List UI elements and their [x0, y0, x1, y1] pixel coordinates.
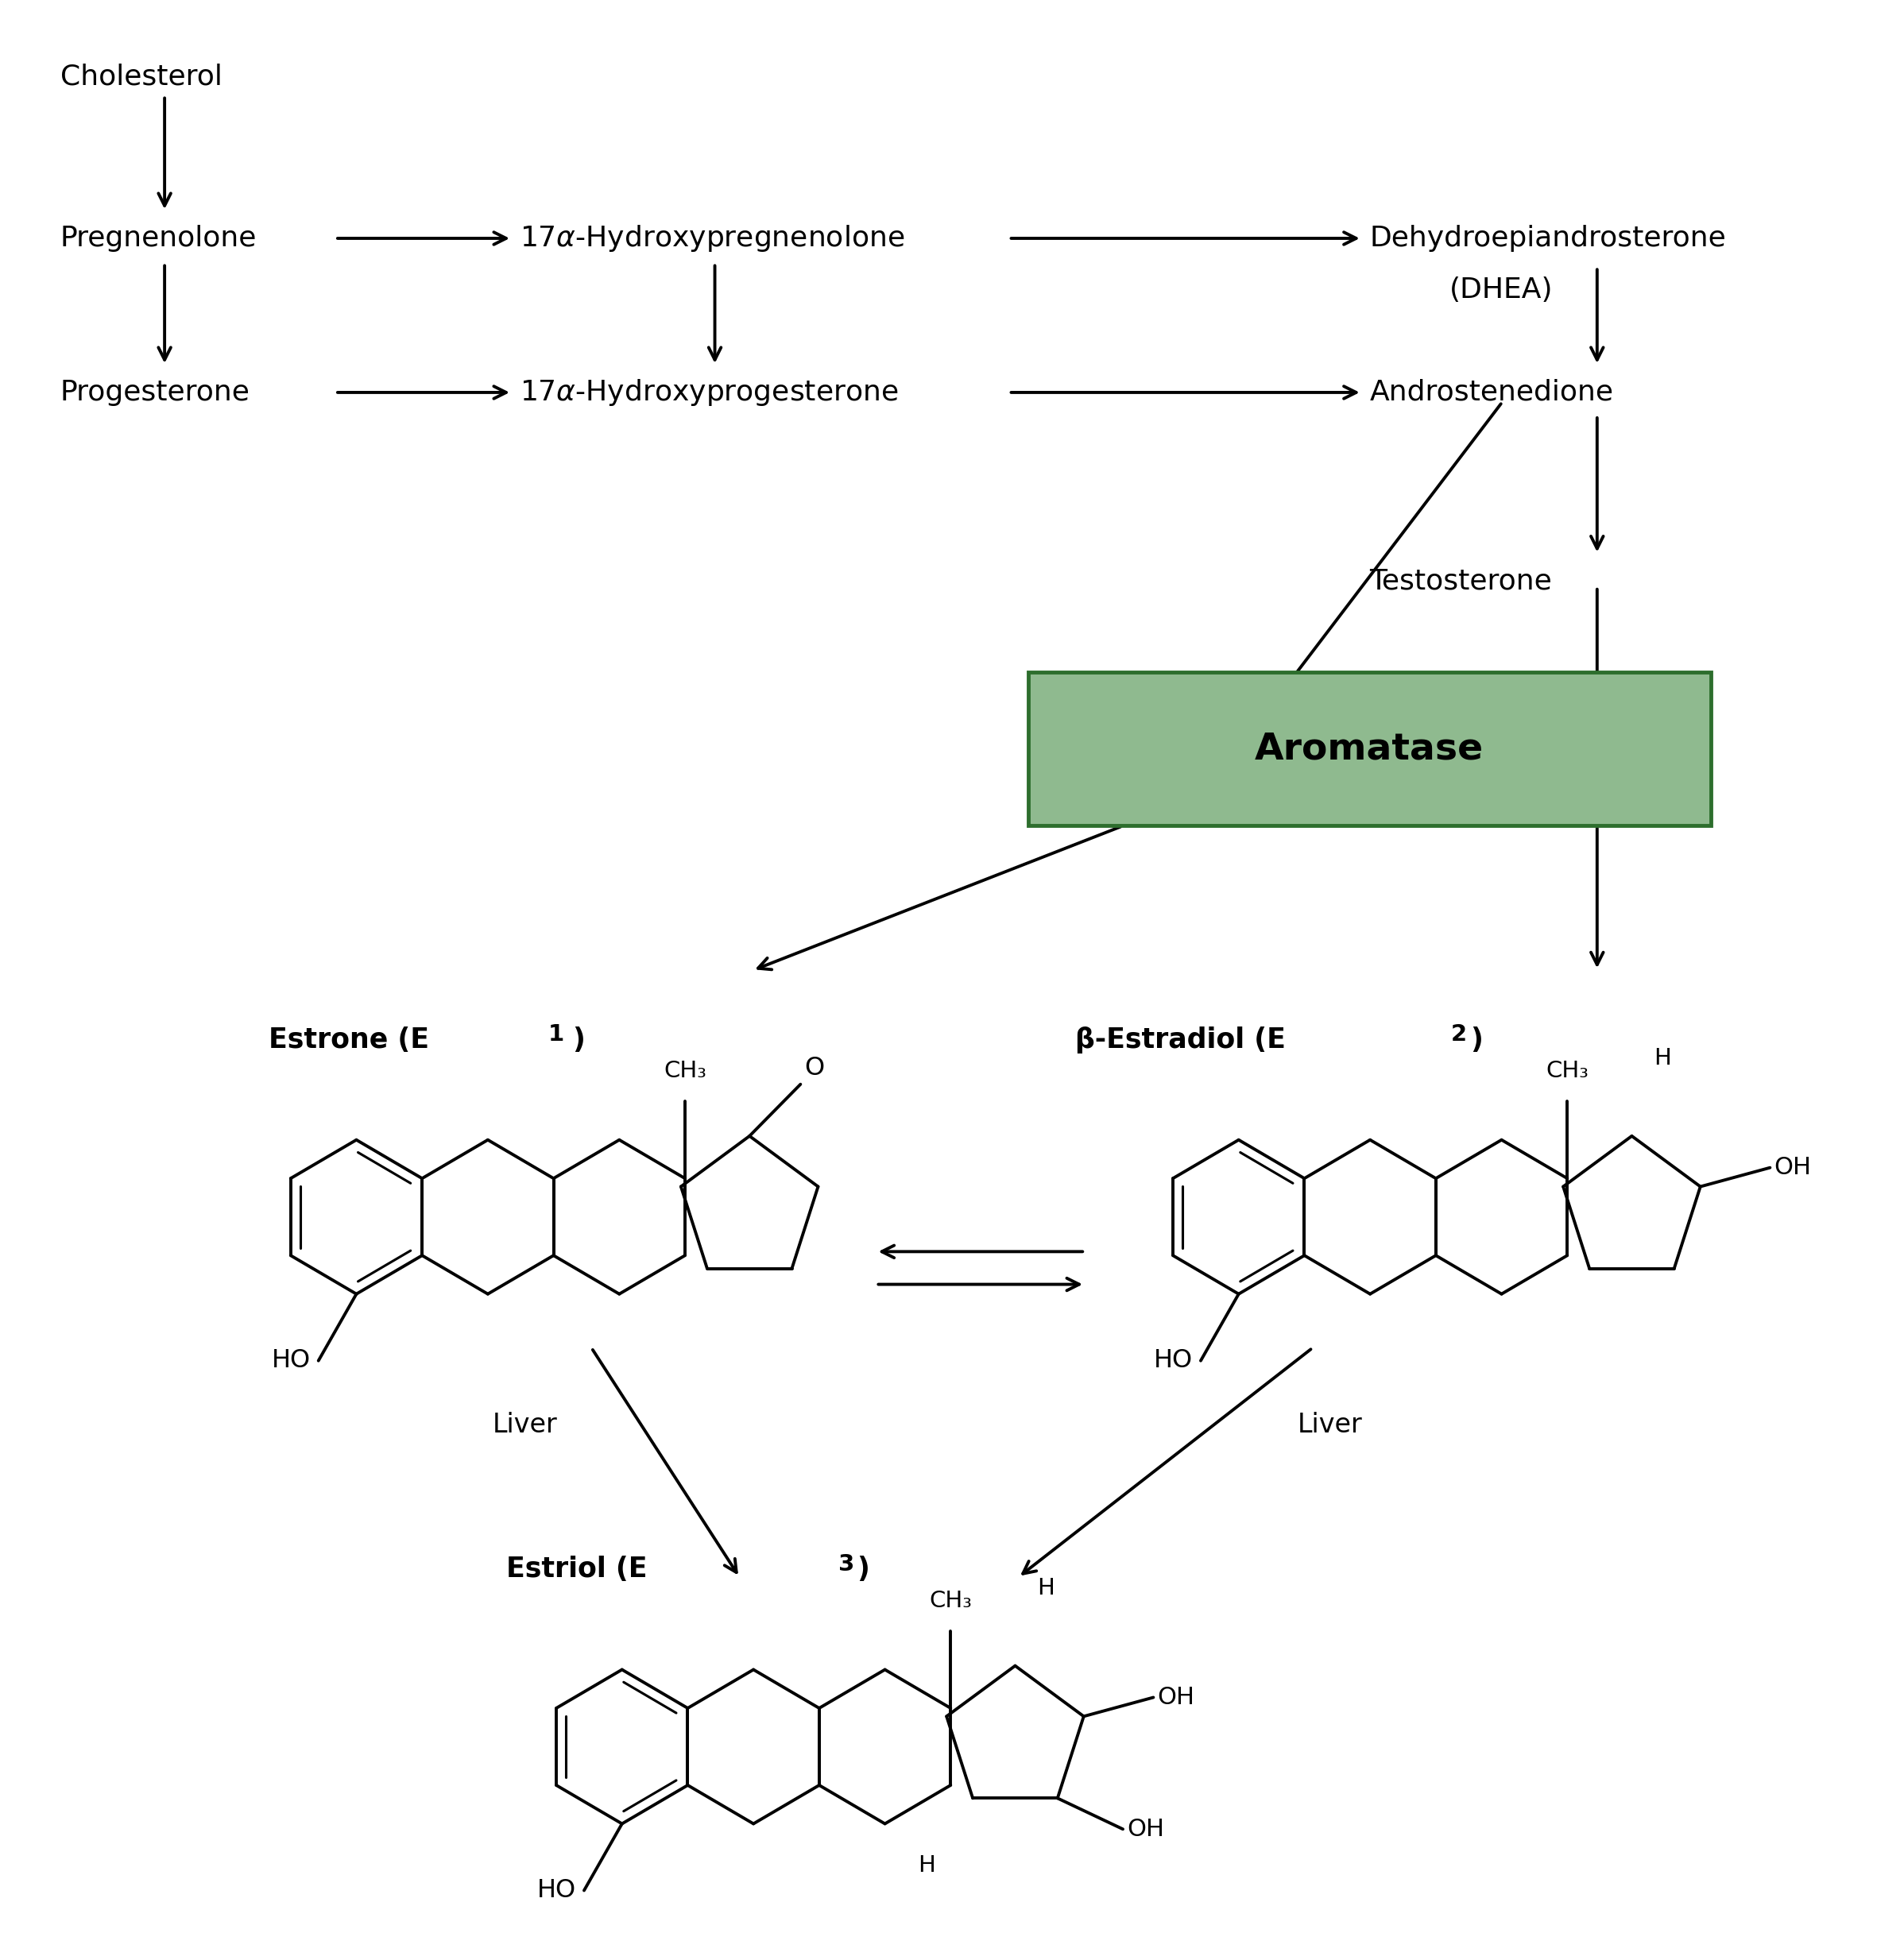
- Text: 2: 2: [1451, 1023, 1466, 1046]
- Text: OH: OH: [1158, 1686, 1194, 1709]
- Text: 17$\alpha$-Hydroxypregnenolone: 17$\alpha$-Hydroxypregnenolone: [520, 222, 904, 253]
- Text: Liver: Liver: [493, 1411, 558, 1438]
- Text: H: H: [1653, 1048, 1672, 1069]
- Text: β-Estradiol (E: β-Estradiol (E: [1076, 1026, 1285, 1053]
- Text: ): ): [573, 1026, 585, 1053]
- Text: 1: 1: [548, 1023, 564, 1046]
- Text: HO: HO: [1154, 1349, 1194, 1372]
- FancyBboxPatch shape: [1028, 673, 1712, 825]
- Text: CH₃: CH₃: [1546, 1059, 1588, 1082]
- Text: Androstenedione: Androstenedione: [1369, 379, 1613, 406]
- Text: 17$\alpha$-Hydroxyprogesterone: 17$\alpha$-Hydroxyprogesterone: [520, 377, 899, 408]
- Text: H: H: [918, 1854, 935, 1877]
- Text: 3: 3: [838, 1552, 855, 1575]
- Text: Testosterone: Testosterone: [1369, 568, 1552, 595]
- Text: HO: HO: [272, 1349, 310, 1372]
- Text: Dehydroepiandrosterone: Dehydroepiandrosterone: [1369, 224, 1727, 251]
- Text: Estrone (E: Estrone (E: [268, 1026, 430, 1053]
- Text: (DHEA): (DHEA): [1449, 276, 1554, 303]
- Text: Progesterone: Progesterone: [61, 379, 249, 406]
- Text: H: H: [1038, 1577, 1055, 1599]
- Text: Estriol (E: Estriol (E: [506, 1556, 647, 1583]
- Text: Aromatase: Aromatase: [1255, 731, 1483, 767]
- Text: CH₃: CH₃: [929, 1589, 973, 1612]
- Text: OH: OH: [1775, 1156, 1811, 1179]
- Text: HO: HO: [537, 1879, 577, 1902]
- Text: Cholesterol: Cholesterol: [61, 64, 223, 91]
- Text: CH₃: CH₃: [664, 1059, 706, 1082]
- Text: OH: OH: [1127, 1817, 1163, 1840]
- Text: ): ): [857, 1556, 870, 1583]
- Text: O: O: [803, 1055, 824, 1081]
- Text: Pregnenolone: Pregnenolone: [61, 224, 257, 251]
- Text: ): ): [1470, 1026, 1483, 1053]
- Text: Liver: Liver: [1297, 1411, 1361, 1438]
